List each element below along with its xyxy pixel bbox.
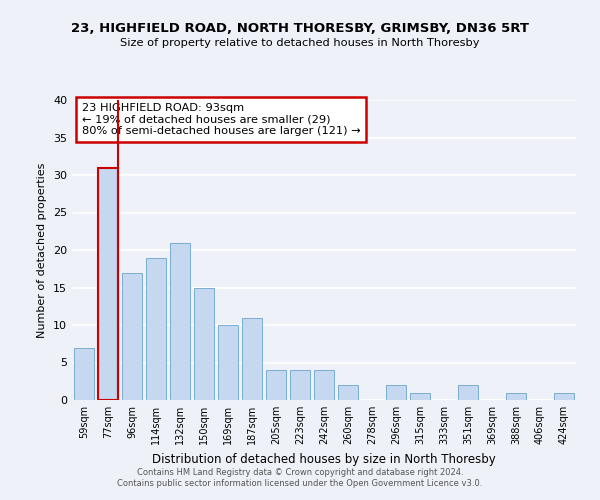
Text: Contains HM Land Registry data © Crown copyright and database right 2024.
Contai: Contains HM Land Registry data © Crown c…	[118, 468, 482, 487]
Text: Size of property relative to detached houses in North Thoresby: Size of property relative to detached ho…	[120, 38, 480, 48]
Bar	[338, 385, 358, 400]
Bar	[122, 272, 142, 400]
Bar	[194, 288, 214, 400]
Bar	[242, 318, 262, 400]
Bar	[314, 370, 334, 400]
Bar	[98, 168, 118, 400]
X-axis label: Distribution of detached houses by size in North Thoresby: Distribution of detached houses by size …	[152, 452, 496, 466]
Bar	[290, 370, 310, 400]
Bar	[74, 348, 94, 400]
Bar	[218, 325, 238, 400]
Bar	[266, 370, 286, 400]
Bar	[506, 392, 526, 400]
Bar	[146, 258, 166, 400]
Bar	[170, 242, 190, 400]
Bar	[386, 385, 406, 400]
Bar	[554, 392, 574, 400]
Bar	[458, 385, 478, 400]
Bar	[410, 392, 430, 400]
Y-axis label: Number of detached properties: Number of detached properties	[37, 162, 47, 338]
Text: 23, HIGHFIELD ROAD, NORTH THORESBY, GRIMSBY, DN36 5RT: 23, HIGHFIELD ROAD, NORTH THORESBY, GRIM…	[71, 22, 529, 36]
Text: 23 HIGHFIELD ROAD: 93sqm
← 19% of detached houses are smaller (29)
80% of semi-d: 23 HIGHFIELD ROAD: 93sqm ← 19% of detach…	[82, 103, 361, 136]
